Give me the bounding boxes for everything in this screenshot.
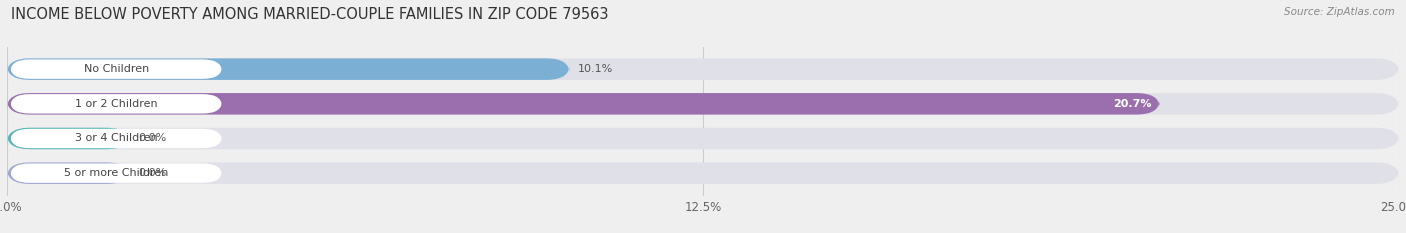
FancyBboxPatch shape [7,128,129,149]
FancyBboxPatch shape [10,59,222,79]
FancyBboxPatch shape [7,93,1399,115]
Text: 5 or more Children: 5 or more Children [63,168,169,178]
FancyBboxPatch shape [7,162,1399,184]
FancyBboxPatch shape [7,128,1399,149]
Text: Source: ZipAtlas.com: Source: ZipAtlas.com [1284,7,1395,17]
Text: 3 or 4 Children: 3 or 4 Children [75,134,157,144]
FancyBboxPatch shape [10,94,222,113]
FancyBboxPatch shape [10,164,222,183]
Text: INCOME BELOW POVERTY AMONG MARRIED-COUPLE FAMILIES IN ZIP CODE 79563: INCOME BELOW POVERTY AMONG MARRIED-COUPL… [11,7,609,22]
FancyBboxPatch shape [10,129,222,148]
Text: 0.0%: 0.0% [138,168,166,178]
FancyBboxPatch shape [7,162,129,184]
Text: 10.1%: 10.1% [578,64,613,74]
FancyBboxPatch shape [7,58,569,80]
Text: 1 or 2 Children: 1 or 2 Children [75,99,157,109]
Text: No Children: No Children [83,64,149,74]
Text: 0.0%: 0.0% [138,134,166,144]
FancyBboxPatch shape [7,93,1160,115]
Text: 20.7%: 20.7% [1112,99,1152,109]
FancyBboxPatch shape [7,58,1399,80]
